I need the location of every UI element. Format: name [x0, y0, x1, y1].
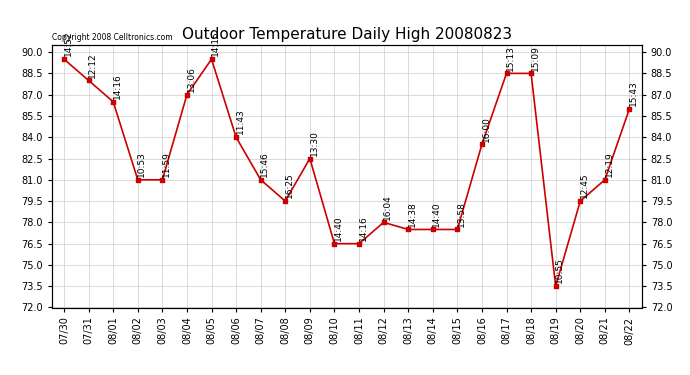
Text: 14:40: 14:40	[433, 201, 442, 226]
Point	[501, 70, 512, 76]
Point	[279, 198, 290, 204]
Point	[476, 141, 487, 147]
Point	[230, 134, 241, 140]
Text: 13:30: 13:30	[310, 130, 319, 156]
Title: Outdoor Temperature Daily High 20080823: Outdoor Temperature Daily High 20080823	[181, 27, 512, 42]
Text: 10:55: 10:55	[555, 258, 564, 284]
Text: 11:59: 11:59	[162, 151, 171, 177]
Point	[624, 106, 635, 112]
Text: 13:06: 13:06	[186, 66, 195, 92]
Point	[378, 219, 389, 225]
Point	[403, 226, 414, 232]
Text: 15:13: 15:13	[506, 45, 515, 70]
Point	[526, 70, 537, 76]
Text: 13:58: 13:58	[457, 201, 466, 226]
Text: 16:25: 16:25	[285, 172, 294, 198]
Text: 14:38: 14:38	[408, 201, 417, 226]
Text: 10:53: 10:53	[137, 151, 146, 177]
Point	[353, 241, 364, 247]
Point	[427, 226, 438, 232]
Text: 15:43: 15:43	[629, 80, 638, 106]
Point	[255, 177, 266, 183]
Point	[59, 56, 70, 62]
Point	[157, 177, 168, 183]
Text: 12:45: 12:45	[580, 172, 589, 198]
Point	[304, 156, 315, 162]
Point	[83, 78, 94, 84]
Point	[600, 177, 611, 183]
Text: 14:16: 14:16	[359, 215, 368, 241]
Text: 12:19: 12:19	[604, 151, 613, 177]
Point	[108, 99, 119, 105]
Text: 11:43: 11:43	[236, 109, 245, 135]
Point	[181, 92, 193, 98]
Text: 14:52: 14:52	[63, 31, 72, 56]
Text: 12:12: 12:12	[88, 52, 97, 78]
Text: 14:40: 14:40	[334, 215, 343, 241]
Text: 15:09: 15:09	[531, 45, 540, 70]
Point	[329, 241, 340, 247]
Point	[575, 198, 586, 204]
Point	[206, 56, 217, 62]
Point	[452, 226, 463, 232]
Text: 15:46: 15:46	[260, 151, 269, 177]
Point	[550, 283, 561, 289]
Text: 16:04: 16:04	[383, 194, 392, 220]
Text: 14:15: 14:15	[211, 31, 220, 56]
Point	[132, 177, 144, 183]
Text: 14:16: 14:16	[113, 73, 122, 99]
Text: Copyright 2008 Celltronics.com: Copyright 2008 Celltronics.com	[52, 33, 172, 42]
Text: 16:00: 16:00	[482, 116, 491, 141]
